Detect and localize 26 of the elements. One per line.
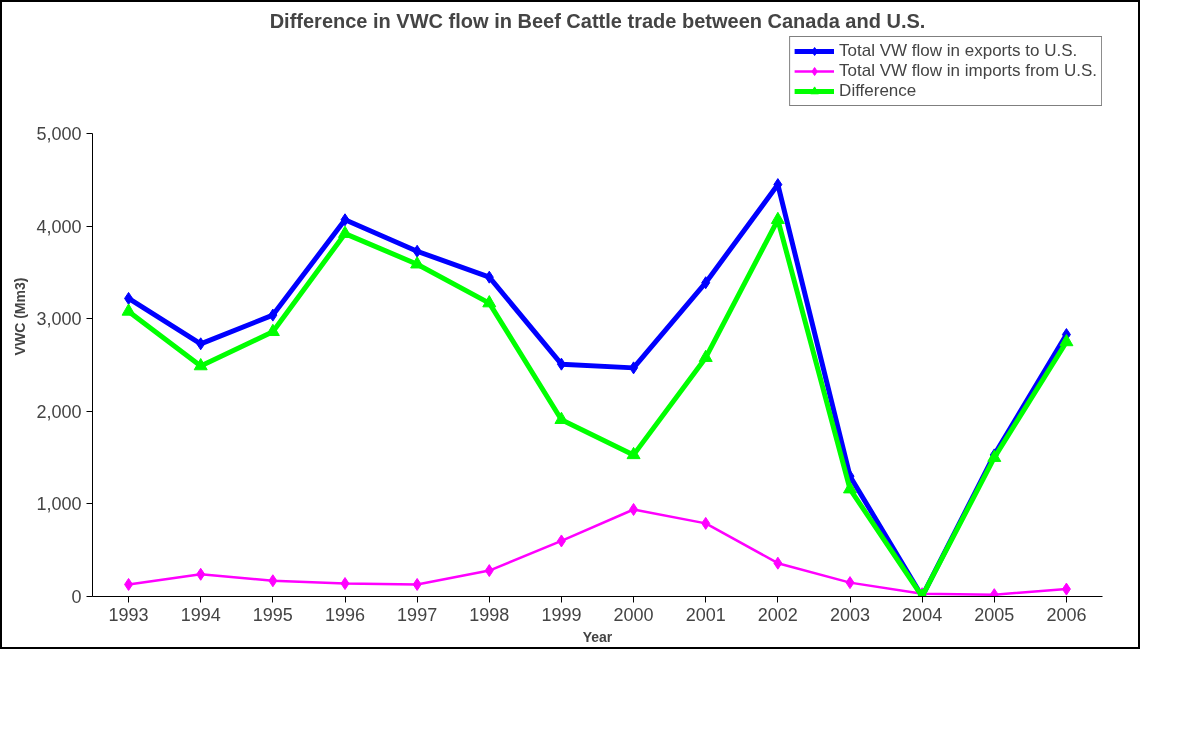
x-tick-label: 1995 [252, 604, 293, 625]
x-tick-label: 1998 [469, 604, 510, 625]
x-tick-label: 1997 [397, 604, 438, 625]
y-tick-label: 0 [71, 587, 82, 607]
chart-title: Difference in VWC flow in Beef Cattle trade between Canada and U.S. [269, 9, 926, 32]
y-tick-label: 5,000 [36, 124, 82, 145]
x-tick-label: 2000 [613, 604, 654, 625]
legend-label: Total VW flow in imports from U.S. [839, 61, 1097, 81]
x-tick-label: 2006 [1046, 604, 1087, 625]
y-axis-title: VWC (Mm3) [12, 277, 29, 356]
x-tick-label: 2002 [757, 604, 798, 625]
x-tick-label: 2003 [829, 604, 871, 625]
x-tick-label: 2001 [685, 604, 726, 625]
x-tick-label: 1999 [541, 604, 582, 625]
y-tick-label: 3,000 [36, 309, 82, 330]
x-tick-label: 2005 [974, 604, 1015, 625]
y-tick-label: 2,000 [36, 401, 82, 422]
x-axis-title: Year [582, 628, 613, 645]
y-tick-label: 4,000 [36, 216, 82, 237]
y-tick-label: 1,000 [36, 494, 82, 515]
x-tick-label: 1993 [108, 604, 149, 625]
legend-label: Total VW flow in exports to U.S. [839, 41, 1078, 61]
x-tick-label: 1994 [180, 604, 221, 625]
legend-label: Difference [839, 81, 917, 101]
x-tick-label: 2004 [902, 604, 943, 625]
x-tick-label: 1996 [324, 604, 366, 625]
